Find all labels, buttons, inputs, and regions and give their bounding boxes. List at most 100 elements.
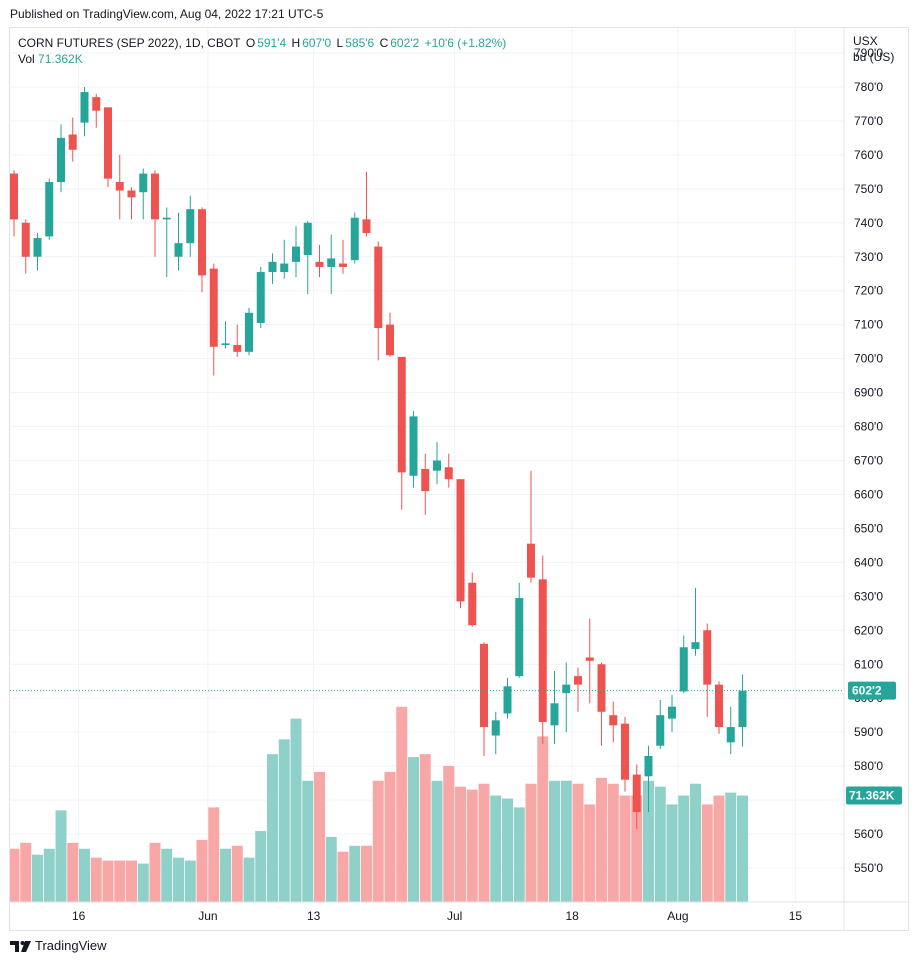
candle[interactable] — [139, 168, 148, 220]
candle[interactable] — [503, 677, 512, 719]
candle[interactable] — [33, 232, 42, 271]
candle-body — [198, 209, 206, 276]
high-value: 607'0 — [302, 36, 332, 50]
candle[interactable] — [292, 226, 300, 278]
candle[interactable] — [115, 154, 124, 220]
candle[interactable] — [409, 411, 418, 488]
candle[interactable] — [597, 662, 606, 746]
candle-body — [186, 209, 195, 244]
volume-bar — [126, 860, 137, 902]
candle[interactable] — [57, 124, 65, 193]
candle[interactable] — [221, 321, 230, 349]
candle[interactable] — [151, 170, 159, 257]
candle[interactable] — [538, 555, 547, 745]
candle[interactable] — [585, 618, 594, 704]
volume-bar — [208, 807, 220, 902]
candle[interactable] — [92, 93, 101, 128]
candle[interactable] — [350, 212, 359, 264]
candle-body — [597, 664, 606, 712]
candle[interactable] — [468, 572, 477, 627]
candle-body — [444, 467, 453, 480]
candle[interactable] — [562, 662, 571, 733]
candle[interactable] — [527, 470, 535, 583]
candle-body — [538, 579, 547, 722]
candle[interactable] — [444, 453, 453, 488]
candle[interactable] — [515, 582, 524, 678]
candle[interactable] — [656, 699, 665, 750]
candle[interactable] — [738, 674, 747, 747]
candle[interactable] — [362, 171, 371, 237]
price-tick-label: 780'0 — [854, 80, 883, 94]
candle[interactable] — [609, 701, 618, 743]
candle[interactable] — [45, 178, 54, 240]
candle[interactable] — [480, 642, 488, 756]
candle[interactable] — [68, 117, 77, 162]
chart-frame[interactable]: 550'0560'0570'0580'0590'0600'0610'0620'0… — [9, 27, 909, 931]
candle[interactable] — [374, 241, 383, 361]
price-tick-label: 630'0 — [854, 589, 883, 603]
price-tick-label: 750'0 — [854, 182, 883, 196]
candle[interactable] — [621, 716, 629, 792]
candle[interactable] — [10, 170, 18, 237]
candle-body — [562, 684, 571, 694]
candle[interactable] — [327, 234, 336, 295]
time-tick-label: Jul — [447, 909, 462, 923]
candle[interactable] — [644, 745, 653, 812]
price-tick-label: 730'0 — [854, 250, 883, 264]
candle[interactable] — [21, 219, 30, 274]
candle[interactable] — [280, 239, 289, 279]
candle[interactable] — [668, 694, 676, 733]
footer[interactable]: TradingView — [10, 938, 107, 953]
candle[interactable] — [679, 635, 688, 694]
candle[interactable] — [245, 307, 253, 356]
candle[interactable] — [421, 453, 430, 515]
candle-body — [503, 686, 512, 714]
volume-bar — [513, 807, 525, 902]
candle[interactable] — [162, 207, 171, 278]
last-volume-badge: 71.362K — [846, 786, 902, 805]
candle[interactable] — [186, 195, 195, 257]
candle[interactable] — [198, 207, 206, 293]
candle[interactable] — [339, 239, 347, 274]
candle[interactable] — [303, 221, 312, 295]
candle[interactable] — [691, 587, 700, 656]
volume-bar — [43, 848, 55, 902]
candle[interactable] — [397, 356, 406, 510]
candle[interactable] — [456, 479, 465, 609]
volume-bar — [325, 836, 337, 902]
volume-bar — [619, 795, 631, 902]
candle[interactable] — [104, 107, 112, 188]
candle[interactable] — [80, 86, 89, 137]
candle-body — [679, 647, 688, 692]
candle-body — [21, 222, 30, 257]
candle[interactable] — [726, 706, 735, 755]
volume-bar — [184, 860, 196, 902]
candle[interactable] — [233, 324, 242, 357]
volume-bar — [701, 804, 713, 902]
chart-canvas[interactable]: 550'0560'0570'0580'0590'0600'0610'0620'0… — [10, 28, 908, 930]
candle[interactable] — [386, 312, 394, 357]
candle[interactable] — [127, 187, 136, 220]
candle[interactable] — [491, 711, 500, 755]
time-tick-label: Jun — [198, 909, 217, 923]
candle[interactable] — [268, 253, 277, 284]
candle[interactable] — [433, 441, 441, 485]
volume-bar — [713, 795, 725, 902]
price-tick-label: 590'0 — [854, 725, 883, 739]
candle-body — [386, 324, 394, 356]
volume-bar — [243, 857, 255, 902]
time-axis-ticks: 16 Jun 13 Jul 18 Aug 15 — [72, 909, 802, 923]
candle[interactable] — [550, 671, 559, 745]
price-tick-label: 650'0 — [854, 521, 883, 535]
volume-bar — [455, 786, 466, 902]
brand-name: TradingView — [35, 938, 107, 953]
candle[interactable] — [315, 244, 324, 278]
candle[interactable] — [632, 764, 641, 829]
candle[interactable] — [715, 681, 723, 734]
volume-bar — [466, 789, 478, 902]
candle[interactable] — [574, 667, 582, 712]
candle[interactable] — [174, 212, 183, 271]
candle[interactable] — [256, 266, 265, 329]
candle[interactable] — [209, 263, 218, 376]
candle[interactable] — [703, 623, 712, 717]
